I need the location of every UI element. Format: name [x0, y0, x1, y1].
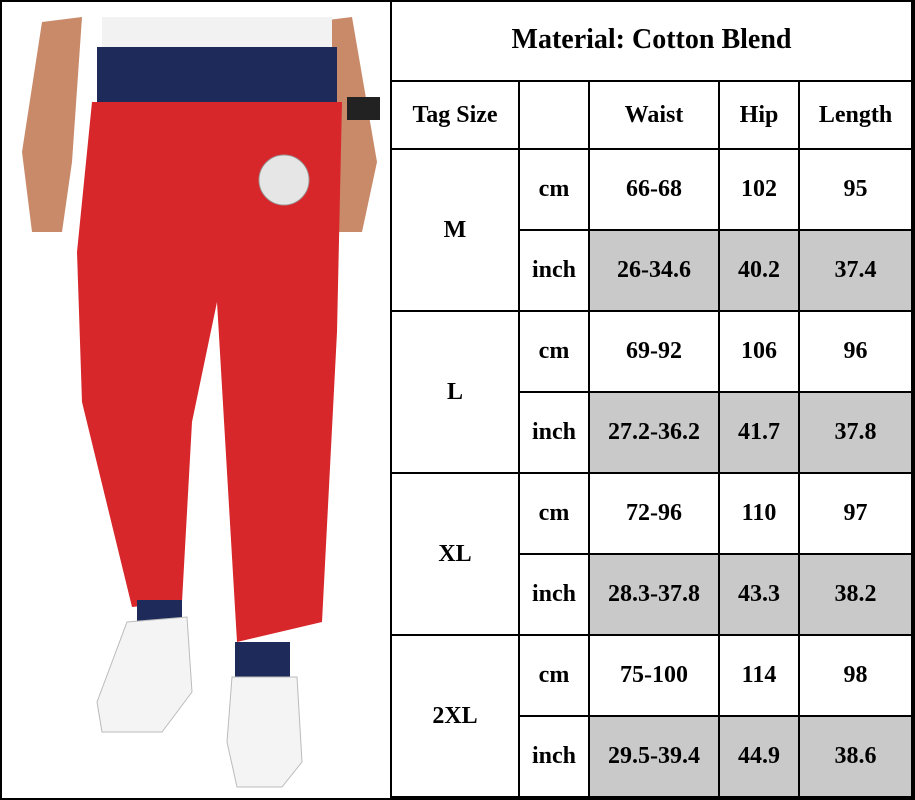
- waist-cell: 28.3-37.8: [590, 555, 720, 636]
- hip-cell: 43.3: [720, 555, 800, 636]
- unit-cell: inch: [520, 393, 590, 474]
- waist-cell: 29.5-39.4: [590, 717, 720, 798]
- title: Material: Cotton Blend: [392, 0, 913, 82]
- length-cell: 37.4: [800, 231, 913, 312]
- unit-cell: inch: [520, 555, 590, 636]
- length-cell: 95: [800, 150, 913, 231]
- size-table: Material: Cotton Blend Tag Size Waist Hip Le…: [390, 0, 913, 798]
- header-cell: Tag Size: [392, 82, 520, 150]
- header-cell: [520, 82, 590, 150]
- hip-cell: 41.7: [720, 393, 800, 474]
- hip-cell: 102: [720, 150, 800, 231]
- length-cell: 38.6: [800, 717, 913, 798]
- size-cell: M: [392, 150, 520, 312]
- waist-cell: 27.2-36.2: [590, 393, 720, 474]
- length-cell: 98: [800, 636, 913, 717]
- header-cell: Length: [800, 82, 913, 150]
- product-photo: [2, 2, 388, 798]
- length-cell: 97: [800, 474, 913, 555]
- length-cell: 38.2: [800, 555, 913, 636]
- size-cell: XL: [392, 474, 520, 636]
- size-cell: 2XL: [392, 636, 520, 798]
- unit-cell: cm: [520, 636, 590, 717]
- hip-cell: 44.9: [720, 717, 800, 798]
- unit-cell: inch: [520, 717, 590, 798]
- unit-cell: cm: [520, 150, 590, 231]
- unit-cell: inch: [520, 231, 590, 312]
- hip-cell: 110: [720, 474, 800, 555]
- unit-cell: cm: [520, 474, 590, 555]
- length-cell: 96: [800, 312, 913, 393]
- hip-cell: 106: [720, 312, 800, 393]
- header-cell: Waist: [590, 82, 720, 150]
- waist-cell: 66-68: [590, 150, 720, 231]
- waist-cell: 72-96: [590, 474, 720, 555]
- length-cell: 37.8: [800, 393, 913, 474]
- waist-cell: 26-34.6: [590, 231, 720, 312]
- size-cell: L: [392, 312, 520, 474]
- header-cell: Hip: [720, 82, 800, 150]
- waist-cell: 75-100: [590, 636, 720, 717]
- waist-cell: 69-92: [590, 312, 720, 393]
- hip-cell: 114: [720, 636, 800, 717]
- hip-cell: 40.2: [720, 231, 800, 312]
- unit-cell: cm: [520, 312, 590, 393]
